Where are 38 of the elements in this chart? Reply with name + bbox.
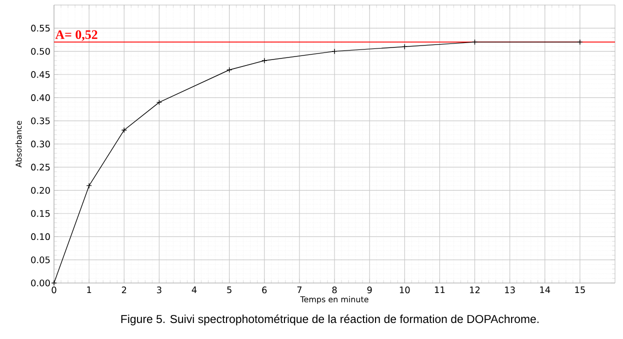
caption: Figure 5. Suivi spectrophotométrique de la réaction de formation de DOPAchrome. xyxy=(121,314,539,326)
x-tick-label: 9 xyxy=(367,286,372,294)
point xyxy=(472,39,478,45)
point xyxy=(121,127,127,133)
point xyxy=(86,182,92,189)
ref-line-label: A= 0,52 xyxy=(55,30,98,41)
y-tick-label: 0.40 xyxy=(31,94,50,102)
x-tick-label: 14 xyxy=(540,286,550,294)
x-tick-label: 7 xyxy=(297,286,302,294)
y-tick-label: 0.05 xyxy=(31,256,50,264)
y-tick-label: 0.30 xyxy=(31,140,50,148)
y-tick-label: 0.15 xyxy=(31,210,50,217)
y-tick-label: 0.00 xyxy=(31,280,50,286)
x-tick-label: 12 xyxy=(470,286,480,294)
x-tick-label: 8 xyxy=(332,286,337,294)
y-tick-label: 0.20 xyxy=(31,186,50,194)
y-tick-label: 0.10 xyxy=(31,233,50,240)
x-tick-label: 2 xyxy=(122,286,126,294)
y-tick-label: 0.55 xyxy=(31,24,50,32)
x-tick-label: 0 xyxy=(52,286,56,294)
point xyxy=(332,48,338,54)
point xyxy=(226,67,232,73)
x-tick-label: 10 xyxy=(400,286,410,294)
x-tick-label: 13 xyxy=(505,286,515,294)
x-tick-label: 1 xyxy=(87,286,92,294)
y-tick-label: 0.25 xyxy=(31,164,50,171)
x-tick-label: 6 xyxy=(262,286,267,294)
x-tick-label: 15 xyxy=(575,286,585,294)
y-tick-label: 0.50 xyxy=(31,48,50,55)
y-tick-label: 0.35 xyxy=(31,117,50,124)
x-tick-label: 4 xyxy=(192,286,197,294)
point xyxy=(156,99,162,106)
x-tick-label: 11 xyxy=(434,286,445,294)
point xyxy=(402,44,408,50)
point xyxy=(262,58,268,64)
x-tick-label: 5 xyxy=(227,286,232,294)
x-tick-label: 3 xyxy=(157,286,162,294)
y-tick-label: 0.45 xyxy=(31,71,50,78)
